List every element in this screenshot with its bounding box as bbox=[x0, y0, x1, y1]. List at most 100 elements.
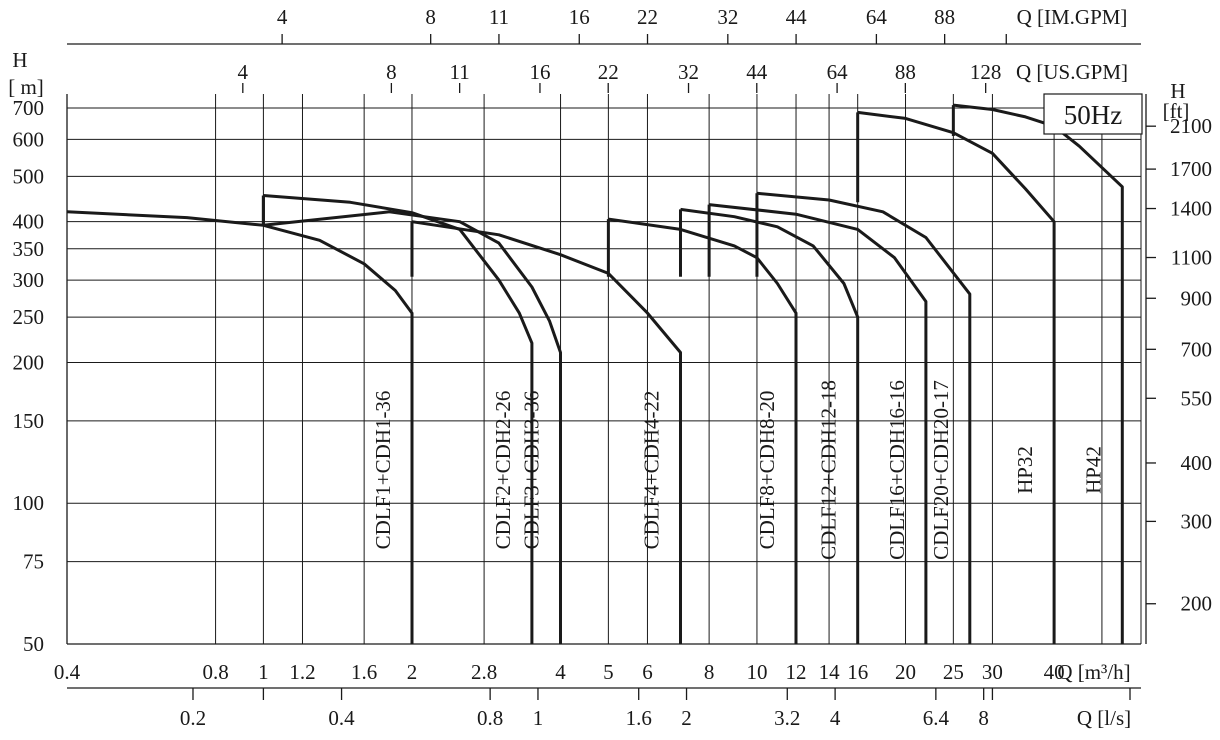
series-HP42 bbox=[951, 103, 1124, 644]
y-left-tick-label: 350 bbox=[13, 237, 45, 261]
x-main-tick-label: 25 bbox=[943, 660, 964, 684]
x-usgpm-label: Q [US.GPM] bbox=[1016, 60, 1128, 84]
x-imgpm-tick-label: 11 bbox=[489, 5, 509, 29]
x-usgpm-tick-label: 128 bbox=[970, 60, 1002, 84]
frequency-badge: 50Hz bbox=[1043, 93, 1143, 135]
series-curves bbox=[66, 103, 1124, 644]
y-left-tick-label: 100 bbox=[13, 491, 45, 515]
y-right-tick-label: 550 bbox=[1181, 386, 1213, 410]
x-ls-label: Q [l/s] bbox=[1077, 706, 1131, 730]
series-curve bbox=[857, 110, 1056, 644]
x-main-label: Q [m³/h] bbox=[1057, 660, 1130, 684]
x-imgpm-tick-label: 32 bbox=[717, 5, 738, 29]
y-left-tick-label: 400 bbox=[13, 210, 45, 234]
x-main-tick-label: 40 bbox=[1044, 660, 1065, 684]
series-CDLF16+CDH16-16 bbox=[707, 203, 928, 644]
x-ls-tick-label: 6.4 bbox=[923, 706, 950, 730]
y-left-title: H [ m] bbox=[8, 48, 44, 99]
x-ls-tick-label: 0.4 bbox=[328, 706, 355, 730]
series-label: CDLF3+CDH3-36 bbox=[520, 391, 544, 550]
series-label: CDLF1+CDH1-36 bbox=[371, 391, 395, 550]
y-right-tick-label: 1400 bbox=[1170, 197, 1212, 221]
series-curve bbox=[953, 103, 1124, 644]
y-right-tick-label: 400 bbox=[1181, 451, 1213, 475]
y-left-tick-label: 500 bbox=[13, 164, 45, 188]
x-main-tick-label: 20 bbox=[895, 660, 916, 684]
series-CDLF3+CDH3-36 bbox=[261, 195, 562, 644]
x-main-tick-label: 2.8 bbox=[471, 660, 497, 684]
x-main-tick-label: 4 bbox=[555, 660, 566, 684]
x-imgpm-tick-label: 22 bbox=[637, 5, 658, 29]
series-label: CDLF4+CDH4-22 bbox=[640, 391, 664, 550]
y-left-label-top: H bbox=[12, 48, 27, 72]
x-usgpm-tick-label: 44 bbox=[746, 60, 768, 84]
x-main-tick-label: 10 bbox=[746, 660, 767, 684]
x-imgpm-tick-label: 64 bbox=[866, 5, 888, 29]
x-ls-tick-label: 1.6 bbox=[626, 706, 652, 730]
x-main-tick-label: 1.2 bbox=[289, 660, 315, 684]
series-curve bbox=[708, 203, 928, 644]
series-label: CDLF20+CDH20-17 bbox=[929, 380, 953, 560]
x-usgpm-tick-label: 88 bbox=[895, 60, 916, 84]
x-ls-tick-label: 4 bbox=[830, 706, 841, 730]
x-main-tick-label: 2 bbox=[407, 660, 418, 684]
x-usgpm-tick-label: 4 bbox=[238, 60, 249, 84]
series-labels: CDLF1+CDH1-36 CDLF2+CDH2-26 CDLF3+CDH3-36 C… bbox=[371, 380, 1105, 560]
y-left-tick-label: 150 bbox=[13, 409, 45, 433]
x-main-tick-label: 12 bbox=[786, 660, 807, 684]
y-right-tick-label: 1100 bbox=[1171, 246, 1212, 270]
y-right-label-top: H bbox=[1170, 79, 1185, 103]
series-curve bbox=[66, 210, 414, 644]
frequency-badge-text: 50Hz bbox=[1064, 100, 1122, 130]
y-left-tick-label: 200 bbox=[13, 350, 45, 374]
series-curve bbox=[756, 191, 972, 644]
y-right-tick-label: 700 bbox=[1181, 337, 1213, 361]
x-usgpm-tick-label: 22 bbox=[598, 60, 619, 84]
x-main-tick-label: 16 bbox=[847, 660, 868, 684]
x-ls-tick-label: 2 bbox=[681, 706, 692, 730]
x-usgpm-tick-label: 8 bbox=[386, 60, 397, 84]
y-left-tick-label: 700 bbox=[13, 96, 45, 120]
series-curve bbox=[680, 207, 860, 644]
y-right-title: H [ft] bbox=[1163, 79, 1190, 123]
x-imgpm-tick-label: 16 bbox=[569, 5, 590, 29]
x-main-tick-label: 0.4 bbox=[54, 660, 81, 684]
series-label: CDLF16+CDH16-16 bbox=[885, 380, 909, 560]
x-main-tick-label: 1.6 bbox=[351, 660, 377, 684]
x-ls-tick-label: 1 bbox=[533, 706, 544, 730]
series-CDLF1+CDH1-36 bbox=[66, 210, 414, 644]
x-main-tick-label: 30 bbox=[982, 660, 1003, 684]
series-label: HP42 bbox=[1081, 446, 1105, 494]
y-right-tick-label: 2100 bbox=[1170, 114, 1212, 138]
y-left-label-unit: [ m] bbox=[8, 75, 44, 99]
x-main-tick-label: 14 bbox=[819, 660, 841, 684]
y-left-tick-label: 600 bbox=[13, 127, 45, 151]
y-left-tick-label: 300 bbox=[13, 268, 45, 292]
series-label: CDLF8+CDH8-20 bbox=[755, 391, 779, 550]
x-imgpm-tick-label: 88 bbox=[934, 5, 955, 29]
x-main-tick-label: 0.8 bbox=[202, 660, 228, 684]
series-curve bbox=[263, 210, 562, 644]
y-right-tick-label: 200 bbox=[1181, 592, 1213, 616]
x-main-tick-label: 5 bbox=[603, 660, 614, 684]
grid bbox=[67, 94, 1142, 645]
series-HP32 bbox=[856, 110, 1056, 644]
y-left-tick-label: 75 bbox=[23, 550, 44, 574]
y-right-label-unit: [ft] bbox=[1163, 99, 1190, 123]
x-usgpm-tick-label: 32 bbox=[678, 60, 699, 84]
series-curve bbox=[263, 194, 534, 644]
x-main-tick-label: 1 bbox=[258, 660, 269, 684]
series-label: CDLF12+CDH12-18 bbox=[817, 380, 841, 560]
series-label: HP32 bbox=[1013, 446, 1037, 494]
x-usgpm-tick-label: 64 bbox=[827, 60, 849, 84]
x-imgpm-tick-label: 44 bbox=[786, 5, 808, 29]
x-imgpm-tick-label: 8 bbox=[425, 5, 436, 29]
axes: 50 75 100 150 200 250 300 350 400 500 600 700 0.4 0.8… bbox=[13, 5, 1213, 730]
series-CDLF12+CDH12-18 bbox=[678, 207, 860, 644]
frequency-badge-box bbox=[1043, 93, 1143, 135]
y-left-tick-label: 50 bbox=[23, 632, 44, 656]
x-usgpm-tick-label: 16 bbox=[529, 60, 550, 84]
series-CDLF20+CDH20-17 bbox=[755, 191, 972, 644]
x-imgpm-tick-label: 4 bbox=[277, 5, 288, 29]
